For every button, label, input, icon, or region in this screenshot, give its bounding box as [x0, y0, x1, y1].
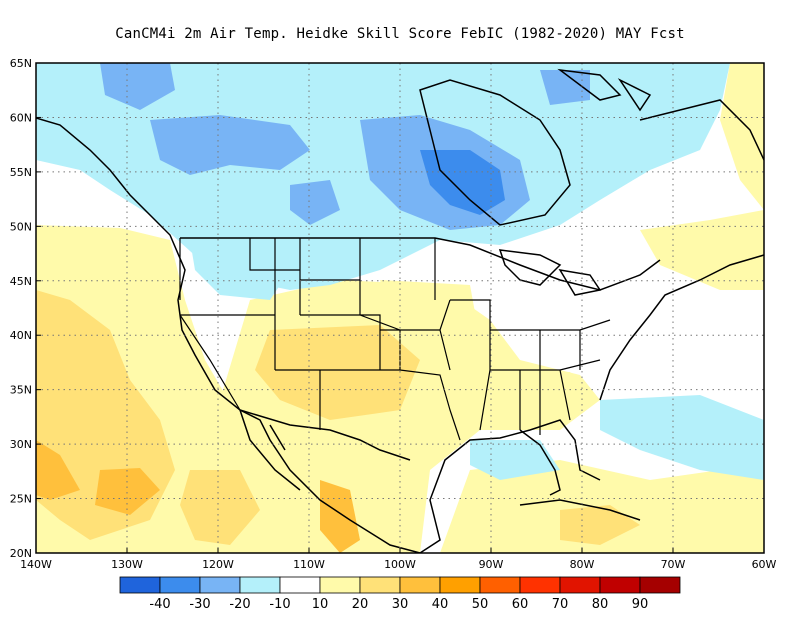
- lat-tick-label: 25N: [10, 493, 32, 506]
- colorbar-label: -30: [189, 597, 210, 612]
- colorbar-swatch: [559, 576, 601, 594]
- colorbar-label: 50: [472, 597, 489, 612]
- labrador-coast: [639, 99, 764, 161]
- gulf-coastline: [419, 419, 601, 553]
- lon-tick-label: 70W: [661, 558, 686, 571]
- lon-tick-label: 60W: [752, 558, 777, 571]
- colorbar-label: 10: [312, 597, 329, 612]
- pacific-high-skill-region-2: [95, 468, 160, 515]
- plains-positive-skill-region: [380, 280, 480, 350]
- colorbar-swatch: [399, 576, 441, 594]
- colorbar-swatch: [639, 576, 681, 594]
- caribbean-moderate-skill-region: [560, 505, 640, 545]
- colorbar-swatch: [119, 576, 161, 594]
- colorbar-swatch: [239, 576, 281, 594]
- us-mexico-border: [239, 409, 411, 461]
- colorbar-swatch: [519, 576, 561, 594]
- atlantic-coastline: [599, 254, 764, 401]
- lon-tick-label: 80W: [570, 558, 595, 571]
- map-title: CanCM4i 2m Air Temp. Heidke Skill Score …: [115, 26, 685, 42]
- lat-tick-label: 65N: [10, 57, 32, 70]
- graticule: [36, 63, 764, 553]
- colorbar-swatch: [279, 576, 321, 594]
- colorbar: -40 -30 -20 -10 10 20 30 40 50 60 70 80 90: [119, 576, 681, 612]
- lon-tick-label: 90W: [479, 558, 504, 571]
- lon-tick-label: 110W: [293, 558, 325, 571]
- southwest-moderate-skill-region: [255, 325, 420, 420]
- lat-tick-label: 55N: [10, 166, 32, 179]
- florida: [519, 429, 561, 496]
- colorbar-label: -20: [229, 597, 250, 612]
- colorbar-swatch: [159, 576, 201, 594]
- colorbar-label: -40: [149, 597, 170, 612]
- great-lakes: [498, 249, 602, 296]
- lat-tick-label: 40N: [10, 329, 32, 342]
- lon-tick-label: 140W: [20, 558, 52, 571]
- lat-tick-label: 50N: [10, 220, 32, 233]
- lat-tick-label: 30N: [10, 438, 32, 451]
- colorbar-label: 40: [432, 597, 449, 612]
- alaska-moderate-negative-region: [100, 63, 175, 110]
- colorbar-label: 30: [392, 597, 409, 612]
- colorbar-swatch: [599, 576, 641, 594]
- colorbar-label: 90: [632, 597, 649, 612]
- northwest-us-negative-skill-region: [190, 240, 290, 300]
- longitude-axis: 140W 130W 120W 110W 100W 90W 80W 70W 60W: [20, 548, 777, 571]
- us-canada-border: [180, 237, 661, 291]
- gulf-negative-skill-region: [470, 440, 560, 480]
- hudson-bay: [419, 79, 571, 226]
- cuba: [519, 499, 641, 521]
- north-moderate-negative-region: [540, 70, 590, 105]
- colorbar-label: 70: [552, 597, 569, 612]
- field-layer: [36, 63, 764, 553]
- atlantic-positive-skill-region: [640, 210, 764, 290]
- colorbar-label: 80: [592, 597, 609, 612]
- colorbar-swatch: [359, 576, 401, 594]
- baja-california: [239, 409, 301, 491]
- yukon-moderate-negative-region: [150, 115, 310, 175]
- arctic-islands: [557, 68, 652, 112]
- colorbar-swatch: [319, 576, 361, 594]
- coastline-layer: [36, 68, 764, 553]
- colorbar-swatch: [439, 576, 481, 594]
- lat-tick-label: 60N: [10, 111, 32, 124]
- colorbar-label: -10: [269, 597, 290, 612]
- canada-strong-negative-region: [420, 150, 505, 215]
- lon-tick-label: 120W: [202, 558, 234, 571]
- lat-tick-label: 35N: [10, 384, 32, 397]
- atlantic-negative-skill-region: [600, 395, 764, 480]
- west-moderate-negative-region: [290, 180, 340, 225]
- lon-tick-label: 130W: [111, 558, 143, 571]
- pacific-high-skill-region: [36, 440, 80, 500]
- latitude-axis: 65N 60N 55N 50N 45N 40N 35N 30N 25N 20N: [10, 57, 41, 560]
- state-lines: [179, 238, 611, 441]
- labrador-positive-skill-region: [720, 63, 764, 210]
- pacific-high-skill-region-3: [180, 470, 260, 545]
- pacific-coastline: [36, 117, 421, 553]
- lat-tick-label: 45N: [10, 275, 32, 288]
- lat-tick-label: 20N: [10, 547, 32, 560]
- colorbar-label: 60: [512, 597, 529, 612]
- colorbar-label: 20: [352, 597, 369, 612]
- colorbar-swatch: [479, 576, 521, 594]
- lon-tick-label: 100W: [384, 558, 416, 571]
- colorbar-swatch: [199, 576, 241, 594]
